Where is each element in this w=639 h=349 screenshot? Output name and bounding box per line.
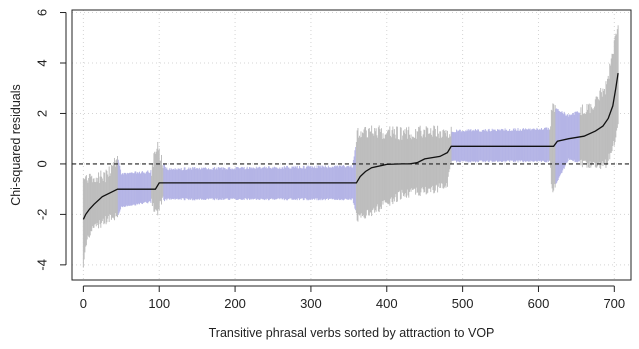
- x-tick-label: 100: [148, 296, 170, 311]
- grid-layer: [72, 10, 631, 280]
- plot-frame: [71, 9, 632, 281]
- x-axis-title: Transitive phrasal verbs sorted by attra…: [209, 326, 495, 340]
- y-tick-label: 6: [35, 9, 50, 16]
- y-tick-label: 2: [35, 110, 50, 117]
- sorted-residual-line: [82, 73, 619, 220]
- x-tick-label: 200: [224, 296, 246, 311]
- x-tick-label: 300: [300, 296, 322, 311]
- y-tick-label: -4: [35, 259, 50, 271]
- series-layer: [82, 73, 619, 220]
- y-tick-label: -2: [35, 209, 50, 221]
- x-tick-label: 700: [603, 296, 625, 311]
- y-tick-label: 4: [35, 59, 50, 66]
- x-tick-label: 600: [528, 296, 550, 311]
- x-tick-label: 500: [452, 296, 474, 311]
- y-tick-label: 0: [35, 160, 50, 167]
- x-tick-label: 400: [376, 296, 398, 311]
- y-axis-title: Chi-squared residuals: [9, 84, 23, 206]
- x-axis: 0 100 200 300 400 500 600 700: [80, 285, 625, 311]
- y-axis: -4 -2 0 2 4 6: [35, 9, 67, 271]
- x-tick-label: 0: [80, 296, 87, 311]
